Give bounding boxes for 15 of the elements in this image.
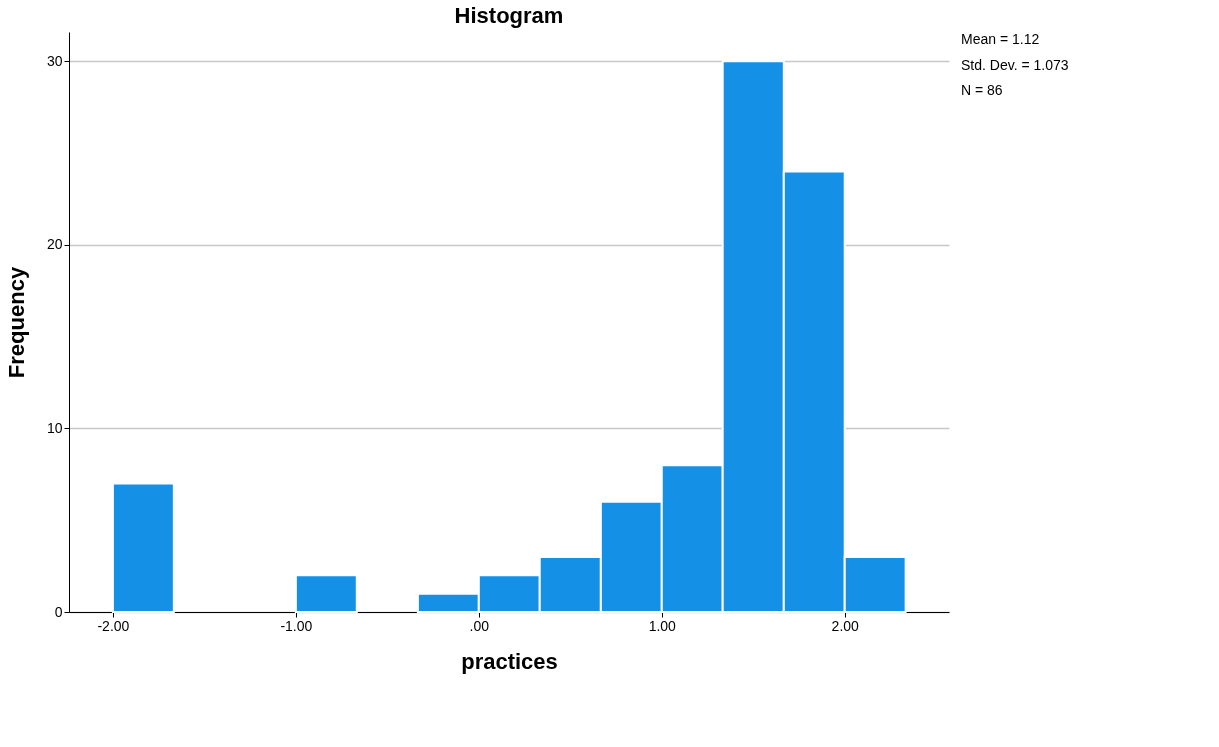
y-tick-label: 0 xyxy=(54,603,63,620)
x-tick-label: .00 xyxy=(469,617,490,634)
x-tick-label: -2.00 xyxy=(97,617,130,634)
x-tick-label: 2.00 xyxy=(831,617,860,634)
chart-title: Histogram xyxy=(454,3,564,28)
y-tick-label: 20 xyxy=(46,236,63,253)
text: Std. Dev. = 1.073 xyxy=(961,56,1069,73)
x-axis-title: practices xyxy=(461,648,558,674)
y-tick-label: 10 xyxy=(46,419,63,436)
x-tick-label: -1.00 xyxy=(280,617,313,634)
y-axis-title: Frequency xyxy=(3,266,29,379)
x-tick-label: 1.00 xyxy=(648,617,677,634)
y-tick-label: 30 xyxy=(46,52,63,69)
text: N = 86 xyxy=(961,82,1003,98)
text: Mean = 1.12 xyxy=(961,31,1040,47)
